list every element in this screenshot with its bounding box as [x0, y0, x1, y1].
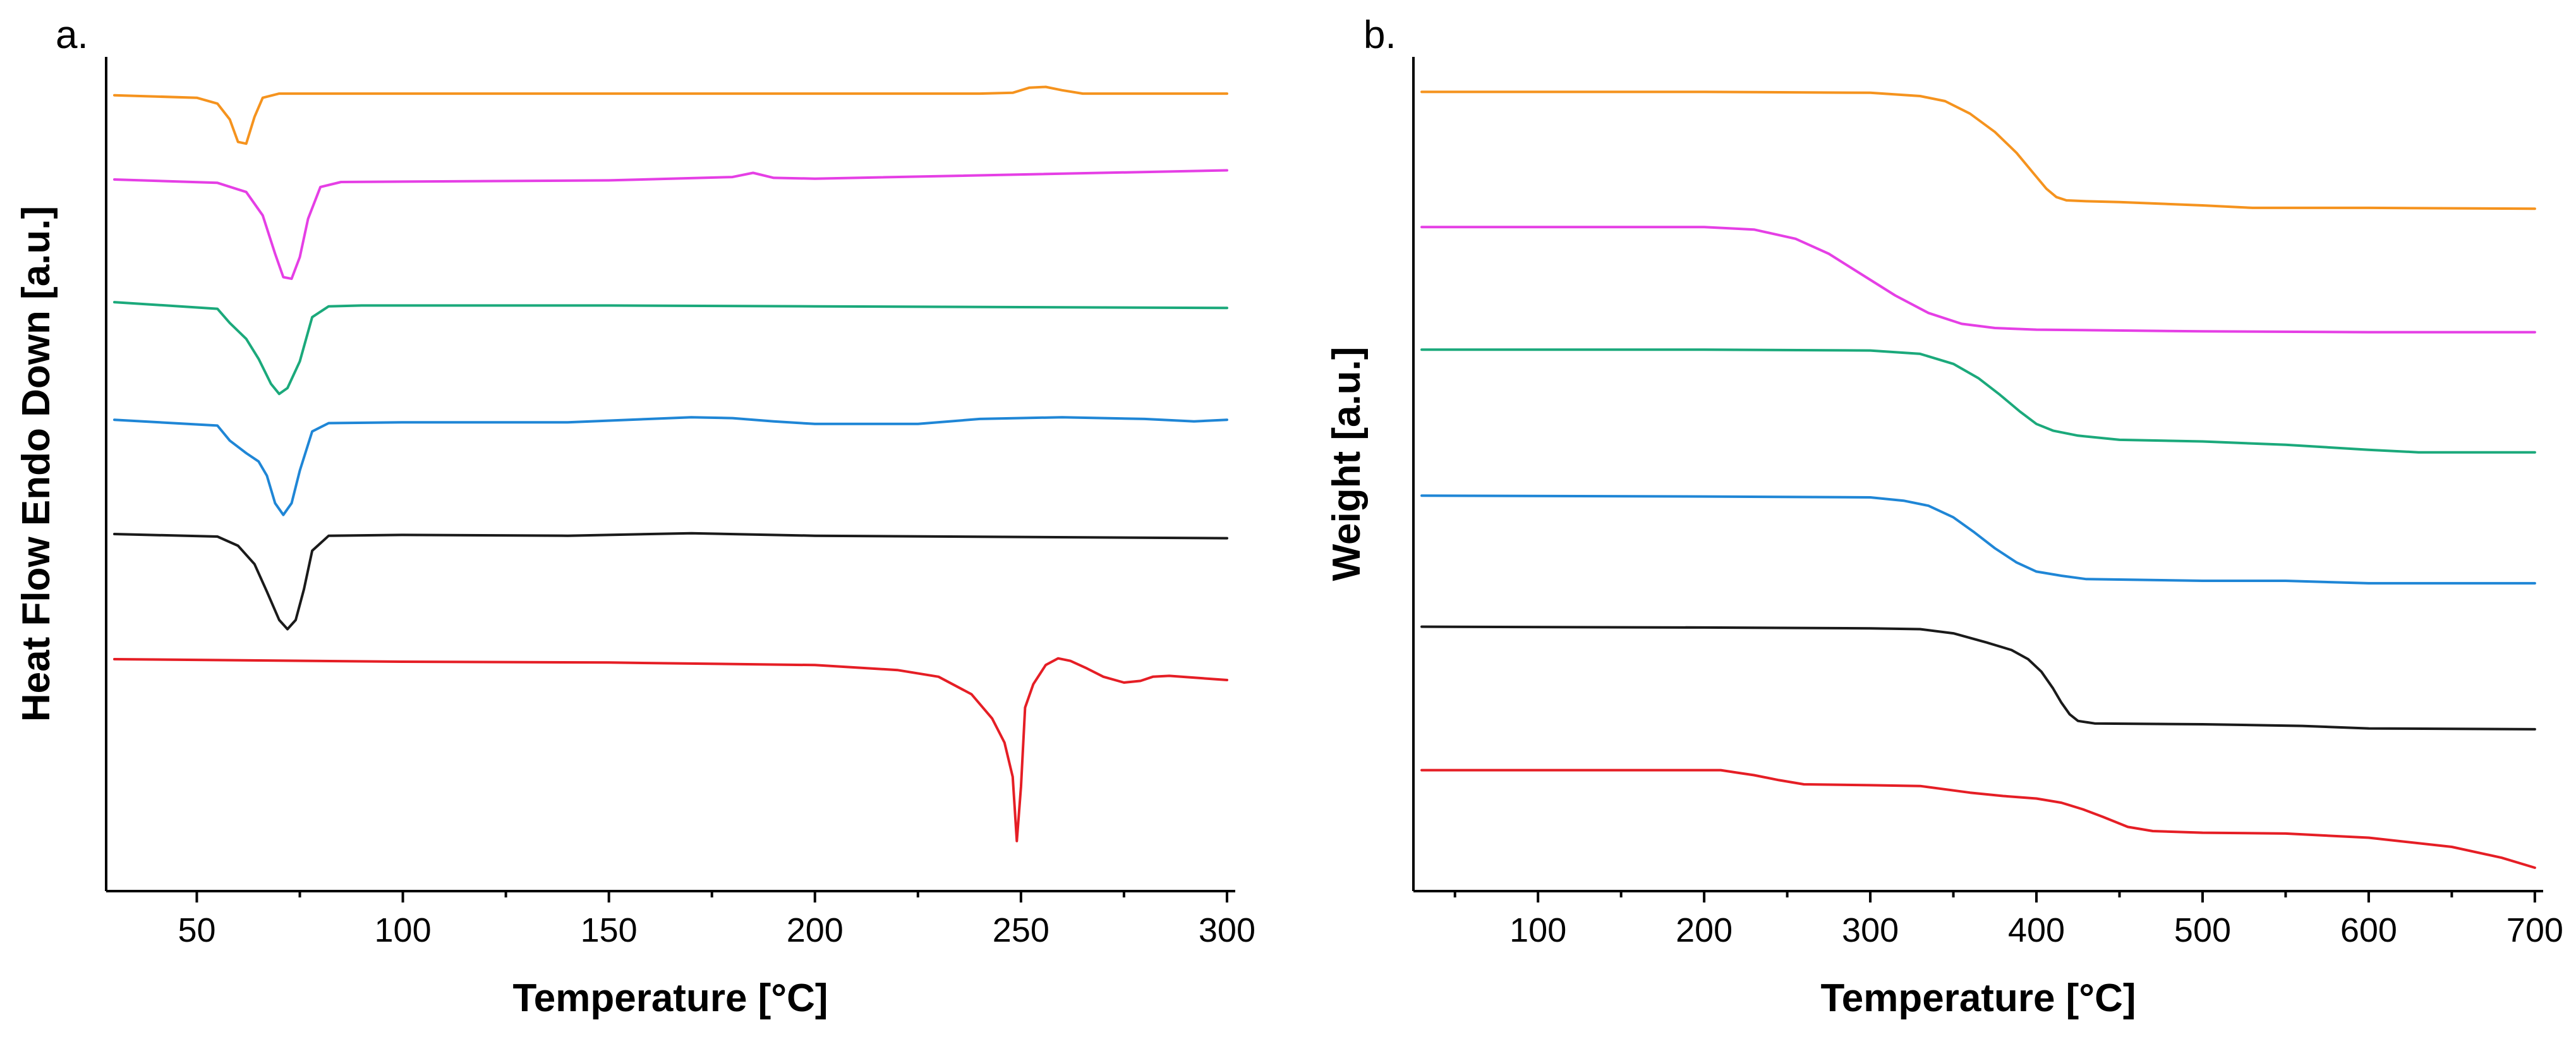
panel-b-x-tick-label: 700: [2506, 911, 2563, 949]
panel-a-x-tick-label: 300: [1199, 911, 1255, 949]
panel-b-series-orange: [1420, 90, 2536, 210]
panel-a-y-axis-title: Heat Flow Endo Down [a.u.]: [15, 206, 58, 722]
panel-a-x-tick-label: 100: [375, 911, 432, 949]
panel-a-series-blue: [113, 416, 1228, 516]
panel-b-x-tick-label: 300: [1842, 911, 1899, 949]
panel-b-x-tick-label: 600: [2340, 911, 2397, 949]
panel-a-series-red: [113, 657, 1228, 842]
panel-a-x-axis-title: Temperature [°C]: [512, 976, 828, 1020]
panel-a-series-black: [113, 532, 1228, 631]
panel-a-x-tick-label: 200: [787, 911, 844, 949]
panel-b-x-tick-label: 500: [2174, 911, 2231, 949]
panel-b-x-tick-label: 400: [2008, 911, 2065, 949]
panel-b-plot-area: 100 200 300 400 500 600 700: [1412, 57, 2563, 949]
panel-b-tga-chart: b. Weight [a.u.] Temperature [°C] 100 200…: [1325, 13, 2563, 1020]
panel-b-series-red: [1420, 769, 2536, 869]
panel-a-series-magenta: [113, 169, 1228, 281]
panel-b-series-blue: [1420, 494, 2536, 585]
panel-a-series-orange: [113, 85, 1228, 145]
panel-b-series-magenta: [1420, 226, 2536, 334]
panel-b-label: b.: [1364, 13, 1396, 57]
panel-b-series-black: [1420, 625, 2536, 731]
panel-a-x-tick-label: 50: [178, 911, 215, 949]
panel-b-x-axis-title: Temperature [°C]: [1820, 976, 2136, 1020]
panel-a-x-tick-label: 250: [993, 911, 1049, 949]
panel-a-series-green: [113, 301, 1228, 396]
panel-a-plot-area: 50 100 150 200 250 300: [105, 57, 1255, 949]
panel-b-x-tick-label: 200: [1676, 911, 1732, 949]
panel-a-dsc-chart: a. Heat Flow Endo Down [a.u.] Temperatur…: [15, 13, 1255, 1020]
panel-a-label: a.: [56, 13, 88, 57]
panel-b-series-green: [1420, 348, 2536, 454]
panel-b-y-axis-title: Weight [a.u.]: [1325, 347, 1369, 581]
panel-a-x-tick-label: 150: [581, 911, 638, 949]
panel-b-x-tick-label: 100: [1509, 911, 1566, 949]
